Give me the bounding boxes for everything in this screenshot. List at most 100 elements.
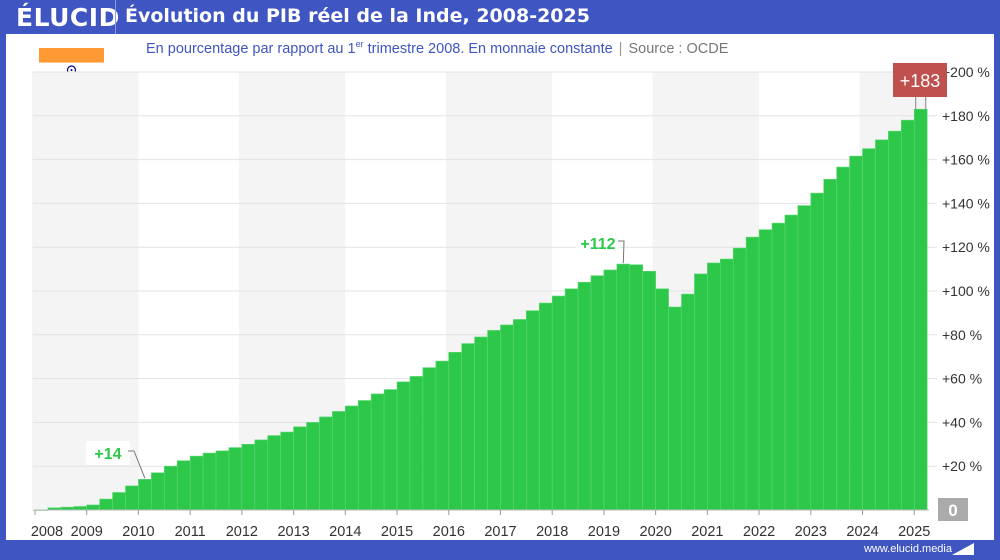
last-value-box <box>893 63 947 97</box>
x-tick-label: 2025 <box>898 524 930 540</box>
subtitle-separator: | <box>618 40 623 57</box>
bar <box>797 205 812 511</box>
y-tick-label: +120 % <box>942 239 990 255</box>
bar <box>526 310 540 511</box>
bar <box>681 293 695 511</box>
bar <box>189 455 204 511</box>
bar <box>202 452 217 511</box>
x-tick-label: 2020 <box>640 524 672 540</box>
bar <box>383 389 398 511</box>
bar <box>474 336 488 511</box>
bar <box>86 504 100 511</box>
x-tick-label: 2017 <box>484 524 516 540</box>
annotation-label: +112 <box>580 236 615 253</box>
bar <box>435 360 450 511</box>
bar <box>500 324 514 511</box>
bar <box>332 411 346 511</box>
source-label: Source : OCDE <box>628 40 729 57</box>
footer-url[interactable]: www.elucid.media <box>863 543 952 555</box>
bar <box>538 302 553 511</box>
subtitle-text: En pourcentage par rapport au 1 <box>146 40 356 57</box>
annotation-label: +14 <box>94 446 121 463</box>
y-tick-label: +180 % <box>942 108 990 124</box>
bar <box>487 330 501 511</box>
x-tick-label: 2023 <box>795 524 827 540</box>
x-tick-label: 2016 <box>433 524 465 540</box>
bar <box>836 166 850 511</box>
bar <box>241 443 256 511</box>
y-tick-label: +40 % <box>942 414 982 430</box>
bar <box>603 269 618 511</box>
bar <box>888 130 902 511</box>
x-tick-label: 2012 <box>226 524 258 540</box>
bar <box>164 465 178 511</box>
bar <box>280 431 294 511</box>
x-tick-label: 2013 <box>277 524 309 540</box>
x-tick-label: 2021 <box>691 524 723 540</box>
bar <box>577 281 592 511</box>
bar <box>745 236 760 511</box>
bar <box>694 273 708 511</box>
x-tick-label: 2010 <box>122 524 154 540</box>
chart-title: Évolution du PIB réel de la Inde, 2008-2… <box>125 5 590 27</box>
x-tick-label: 2009 <box>71 524 103 540</box>
bar <box>901 119 915 511</box>
bar <box>862 148 876 511</box>
y-tick-label: 0 <box>948 501 957 520</box>
bar <box>112 492 126 511</box>
bar <box>810 192 825 511</box>
bar <box>306 422 320 511</box>
bar <box>151 472 165 511</box>
bar <box>396 381 411 511</box>
gdp-bar-chart: 0 +20 % +40 % +60 % +80 % +100 % +120 % +140 % +… <box>31 63 990 540</box>
bar <box>913 108 928 511</box>
bar <box>73 506 88 511</box>
subtitle-text-after: trimestre 2008. En monnaie constante <box>363 40 613 57</box>
annotation-leader <box>618 240 625 264</box>
bar <box>345 405 359 511</box>
y-tick-label: +60 % <box>942 371 982 387</box>
bar <box>771 222 786 511</box>
bar <box>99 498 113 511</box>
x-tick-label: 2024 <box>846 524 878 540</box>
bar <box>823 179 837 511</box>
bar <box>176 460 191 511</box>
subtitle-sup: er <box>355 39 364 49</box>
bar <box>422 367 437 511</box>
chart-subtitle: En pourcentage par rapport au 1er trimes… <box>146 39 728 57</box>
annotation-bg <box>86 441 130 465</box>
bar <box>513 319 527 511</box>
y-tick-label: +100 % <box>942 283 990 299</box>
bar <box>590 275 605 511</box>
elucid-logo: ÉLUCID <box>16 3 120 32</box>
header-divider <box>115 0 116 34</box>
bar <box>461 343 475 511</box>
annotation-leader <box>128 450 146 479</box>
bar <box>849 155 863 511</box>
bar <box>875 139 889 511</box>
bar <box>707 262 721 511</box>
bar <box>655 288 669 511</box>
y-tick-label: +160 % <box>942 152 990 168</box>
last-value-label: +183 <box>900 71 941 91</box>
y-tick-label: +80 % <box>942 327 982 343</box>
bar <box>293 426 307 511</box>
x-tick-label: 2022 <box>743 524 775 540</box>
bar <box>784 214 799 511</box>
bar <box>254 439 269 511</box>
elucid-mark-icon <box>952 543 974 555</box>
x-tick-label: 2015 <box>381 524 413 540</box>
bar <box>357 400 372 511</box>
bar <box>125 485 139 511</box>
bar <box>267 435 281 511</box>
bar <box>551 295 566 511</box>
bar <box>642 270 656 511</box>
x-tick-label: 2018 <box>536 524 568 540</box>
x-tick-label: 2014 <box>329 524 361 540</box>
x-tick-label: 2011 <box>175 524 206 540</box>
zero-label-box <box>938 498 968 521</box>
bar <box>448 352 462 511</box>
bar <box>228 447 243 511</box>
y-tick-label: +140 % <box>942 195 990 211</box>
bar <box>370 393 385 511</box>
